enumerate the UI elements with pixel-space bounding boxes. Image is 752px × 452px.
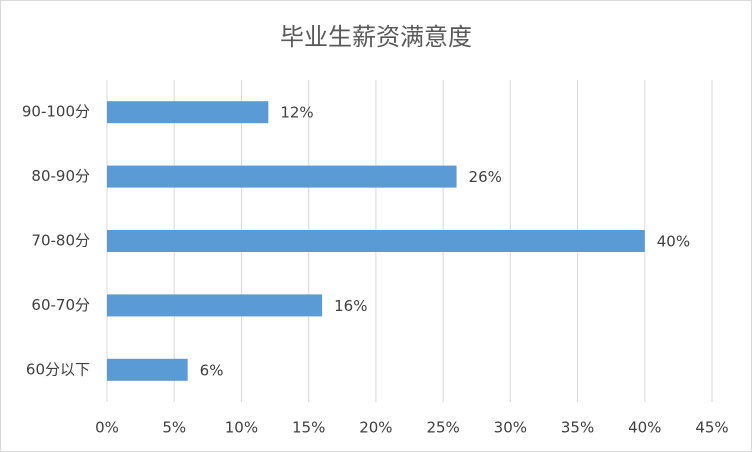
value-label: 40% — [657, 233, 690, 251]
x-tick-label: 10% — [225, 419, 258, 437]
x-tick-label: 0% — [95, 419, 119, 437]
x-tick-label: 15% — [292, 419, 325, 437]
x-tick-label: 5% — [162, 419, 186, 437]
x-tick-label: 30% — [494, 419, 527, 437]
x-tick-label: 45% — [695, 419, 728, 437]
y-tick-label: 90-100分 — [22, 103, 90, 121]
x-tick-label: 40% — [628, 419, 661, 437]
bar — [107, 165, 457, 188]
value-label: 6% — [200, 361, 224, 379]
x-tick-label: 25% — [426, 419, 459, 437]
bar — [107, 294, 323, 317]
bar — [107, 358, 188, 381]
y-tick-label: 80-90分 — [31, 167, 90, 185]
bar — [107, 230, 645, 252]
value-label: 12% — [280, 104, 313, 122]
chart-title: 毕业生薪资满意度 — [280, 23, 472, 51]
y-tick-label: 60分以下 — [26, 360, 90, 378]
x-tick-label: 35% — [561, 419, 594, 437]
y-tick-label: 70-80分 — [31, 232, 90, 250]
x-tick-label: 20% — [359, 419, 392, 437]
bar — [107, 101, 269, 124]
value-label: 16% — [334, 297, 367, 315]
value-label: 26% — [469, 168, 502, 186]
y-tick-label: 60-70分 — [31, 296, 90, 314]
